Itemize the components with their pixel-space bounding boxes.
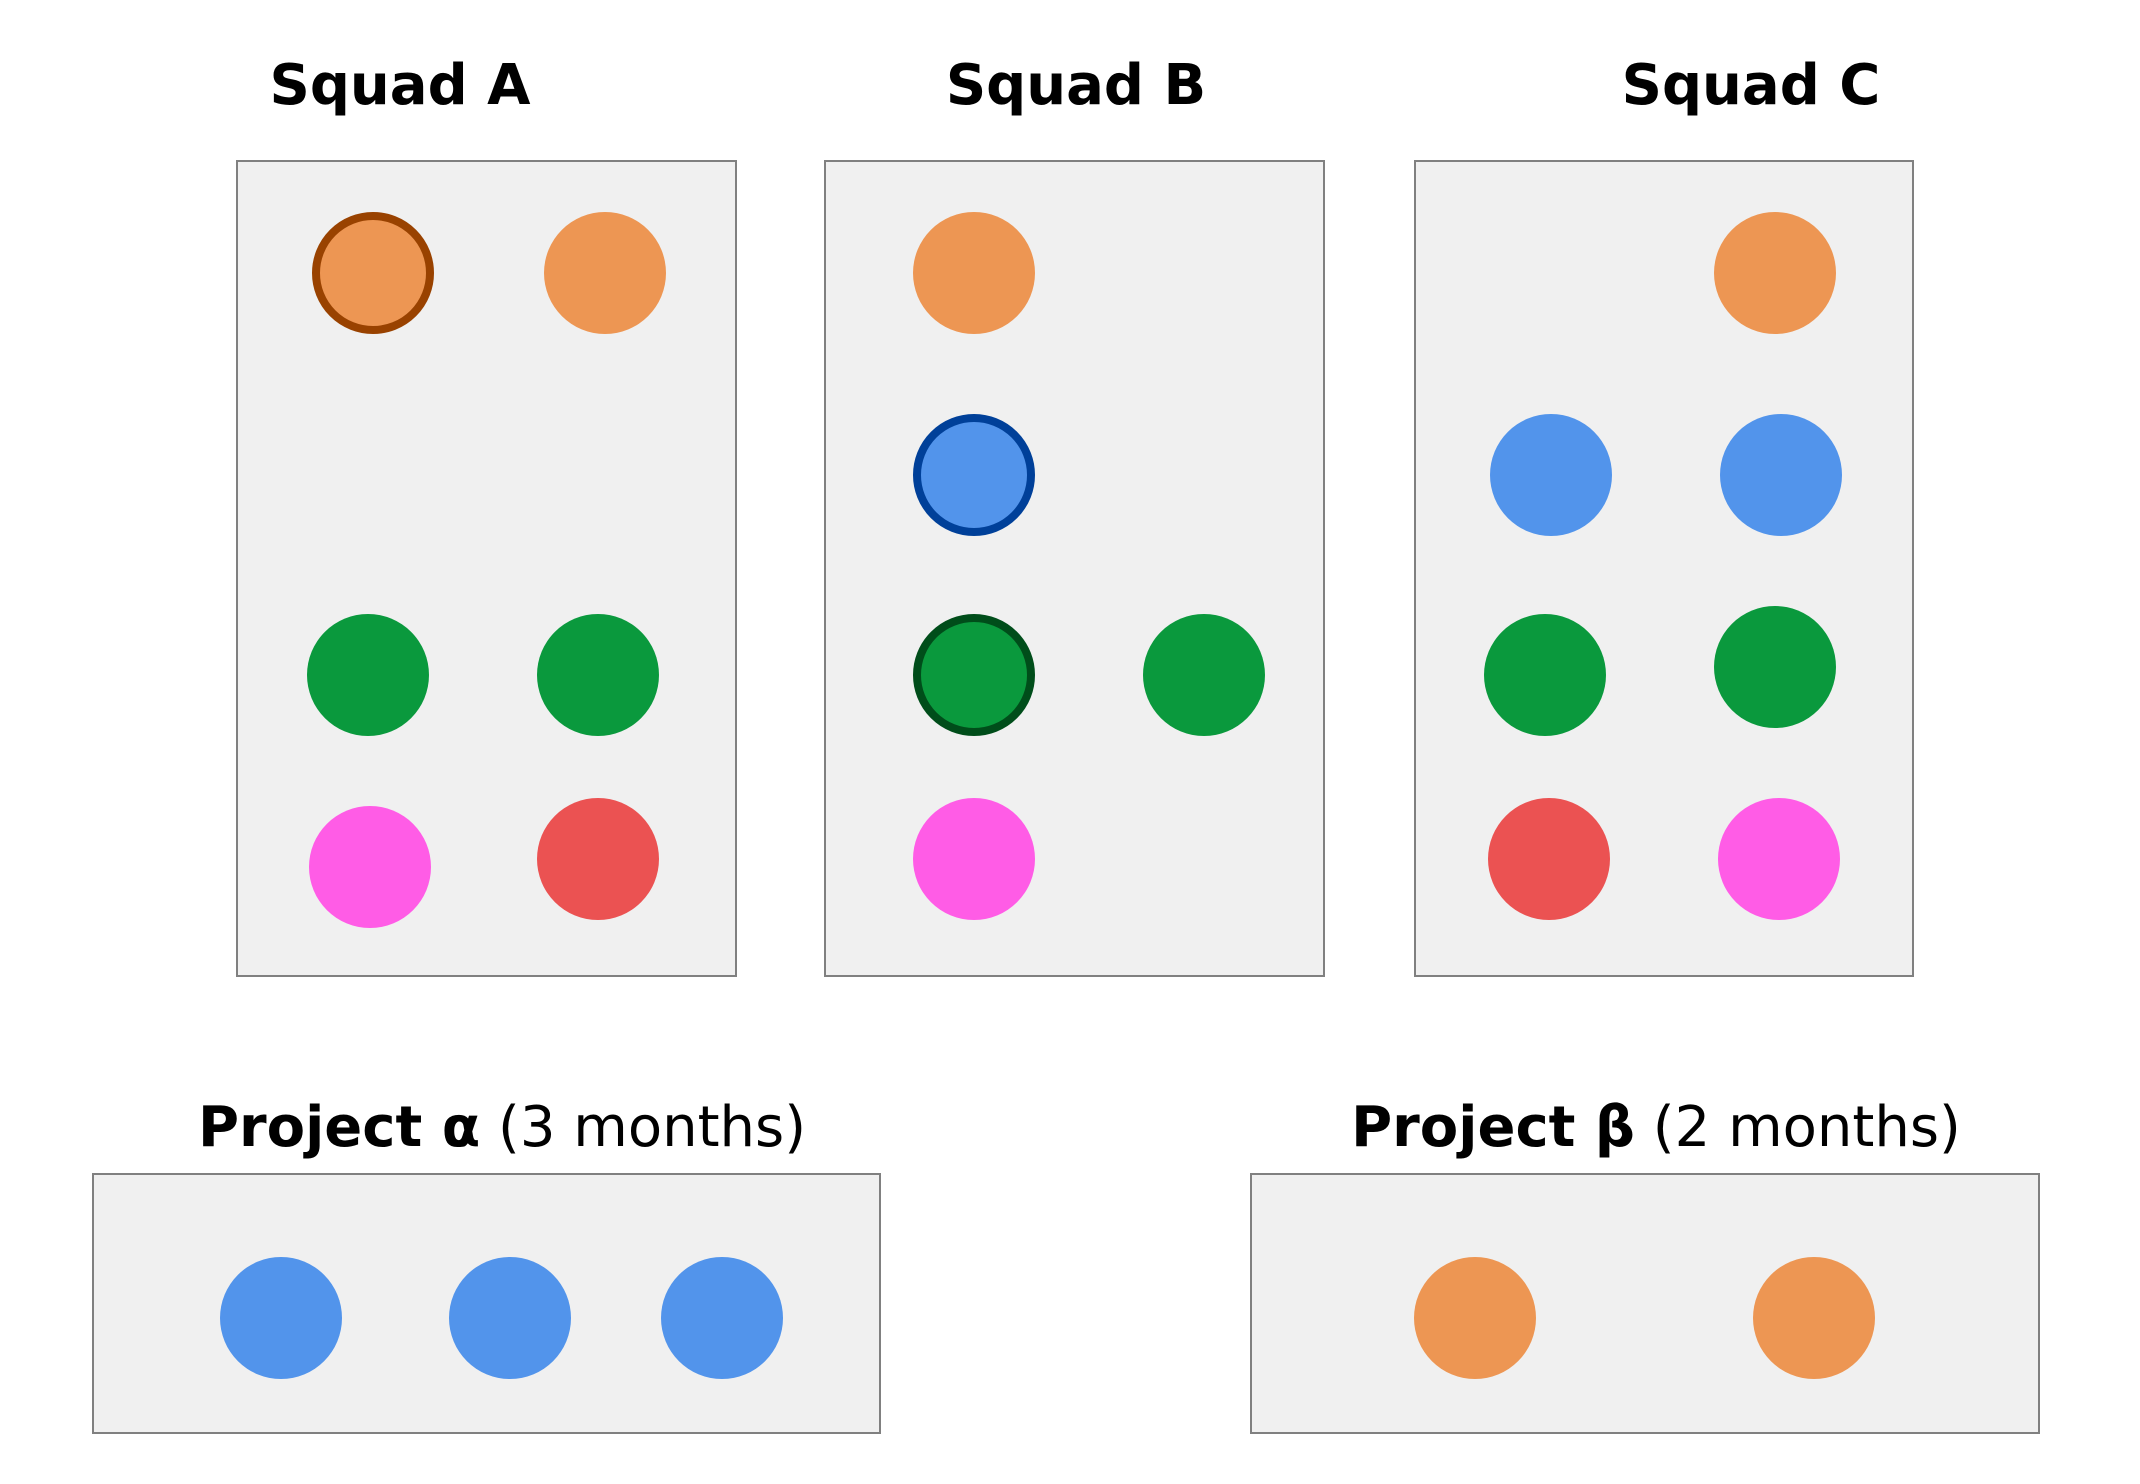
member-orange — [544, 212, 666, 334]
member-green-outlined — [913, 614, 1035, 736]
member-blue — [661, 1257, 783, 1379]
member-red — [537, 798, 659, 920]
member-green — [307, 614, 429, 736]
member-orange — [1414, 1257, 1536, 1379]
project-alpha-title: Project α (3 months) — [198, 1100, 806, 1156]
member-green — [1484, 614, 1606, 736]
member-green — [1714, 606, 1836, 728]
squad-c-title: Squad C — [1621, 53, 1881, 118]
squad-a-title: Squad A — [269, 53, 531, 118]
member-green — [537, 614, 659, 736]
squad-b-title: Squad B — [945, 53, 1207, 118]
squad-b-box — [824, 160, 1325, 977]
member-red — [1488, 798, 1610, 920]
member-pink — [913, 798, 1035, 920]
member-orange — [913, 212, 1035, 334]
member-orange — [1714, 212, 1836, 334]
member-blue — [220, 1257, 342, 1379]
member-pink — [309, 806, 431, 928]
member-blue — [449, 1257, 571, 1379]
member-blue — [1490, 414, 1612, 536]
member-pink — [1718, 798, 1840, 920]
member-orange — [1753, 1257, 1875, 1379]
member-orange-outlined — [312, 212, 434, 334]
project-beta-duration: (2 months) — [1652, 1095, 1961, 1160]
project-alpha-name: Project α — [197, 1095, 481, 1160]
project-alpha-duration: (3 months) — [498, 1095, 807, 1160]
member-green — [1143, 614, 1265, 736]
project-beta-box — [1250, 1173, 2040, 1434]
member-blue — [1720, 414, 1842, 536]
project-beta-title: Project β (2 months) — [1351, 1100, 1961, 1156]
member-blue-outlined — [913, 414, 1035, 536]
project-beta-name: Project β — [1351, 1095, 1635, 1160]
